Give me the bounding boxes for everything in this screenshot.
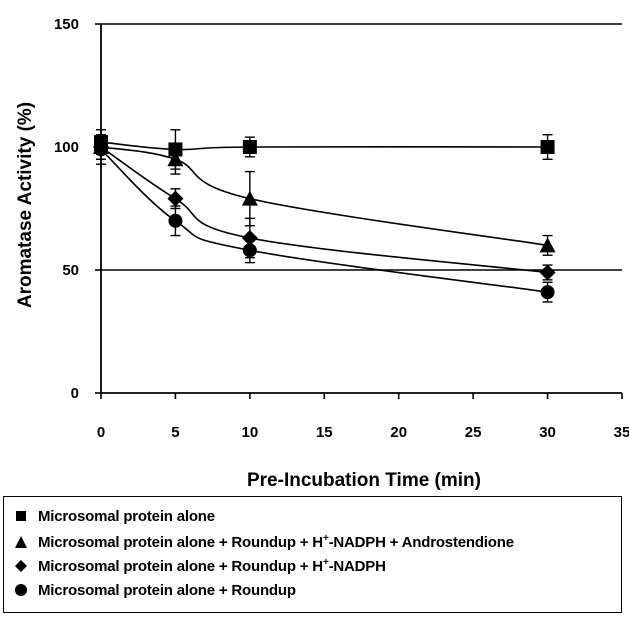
series-line-square: [100, 141, 548, 151]
legend-label: Microsomal protein alone + Roundup: [38, 581, 296, 599]
circle-marker-icon: [14, 583, 28, 597]
data-point-circle: [168, 213, 183, 228]
y-tick-label: 100: [54, 139, 79, 156]
x-tick-label: 30: [539, 424, 556, 441]
data-point-diamond: [167, 190, 184, 207]
series-line-diamond: [100, 146, 548, 274]
series-line-circle: [100, 148, 548, 293]
data-point-circle: [242, 243, 257, 258]
series-line-triangle: [100, 146, 548, 247]
x-tick-label: 10: [242, 424, 259, 441]
y-tick-label: 0: [71, 385, 79, 402]
legend: Microsomal protein alone Microsomal prot…: [3, 496, 622, 613]
diamond-marker-icon: [14, 559, 28, 573]
legend-item-microsomal-alone: Microsomal protein alone: [14, 505, 215, 527]
data-point-diamond: [539, 264, 556, 281]
legend-item-roundup-nadph: Microsomal protein alone + Roundup + H+-…: [14, 555, 386, 577]
plot-area: 0 50 100 150 0 5 10 15 20 25 30 35: [54, 16, 629, 441]
x-tick-label: 20: [390, 424, 407, 441]
y-axis-title: Aromatase Activity (%): [15, 102, 36, 308]
x-tick-label: 5: [171, 424, 179, 441]
legend-label: Microsomal protein alone + Roundup + H+-…: [38, 557, 386, 575]
triangle-marker-icon: [14, 535, 28, 549]
data-point-triangle: [539, 237, 556, 253]
data-point-square: [540, 140, 555, 154]
data-point-triangle: [167, 151, 184, 167]
x-axis-title: Pre-Incubation Time (min): [247, 470, 481, 491]
y-tick-label: 50: [62, 262, 79, 279]
legend-label: Microsomal protein alone + Roundup + H+-…: [38, 533, 514, 551]
x-tick-label: 35: [614, 424, 629, 441]
square-marker-icon: [14, 509, 28, 523]
x-tick-label: 0: [97, 424, 105, 441]
legend-item-roundup: Microsomal protein alone + Roundup: [14, 579, 296, 601]
data-point-circle: [94, 142, 108, 157]
data-point-circle: [540, 285, 555, 300]
legend-item-roundup-nadph-androstendione: Microsomal protein alone + Roundup + H+-…: [14, 531, 514, 553]
legend-label: Microsomal protein alone: [38, 507, 215, 525]
x-tick-label: 25: [465, 424, 482, 441]
data-point-square: [242, 140, 257, 154]
data-point-triangle: [241, 190, 258, 206]
x-tick-label: 15: [316, 424, 333, 441]
y-tick-label: 150: [54, 16, 79, 33]
